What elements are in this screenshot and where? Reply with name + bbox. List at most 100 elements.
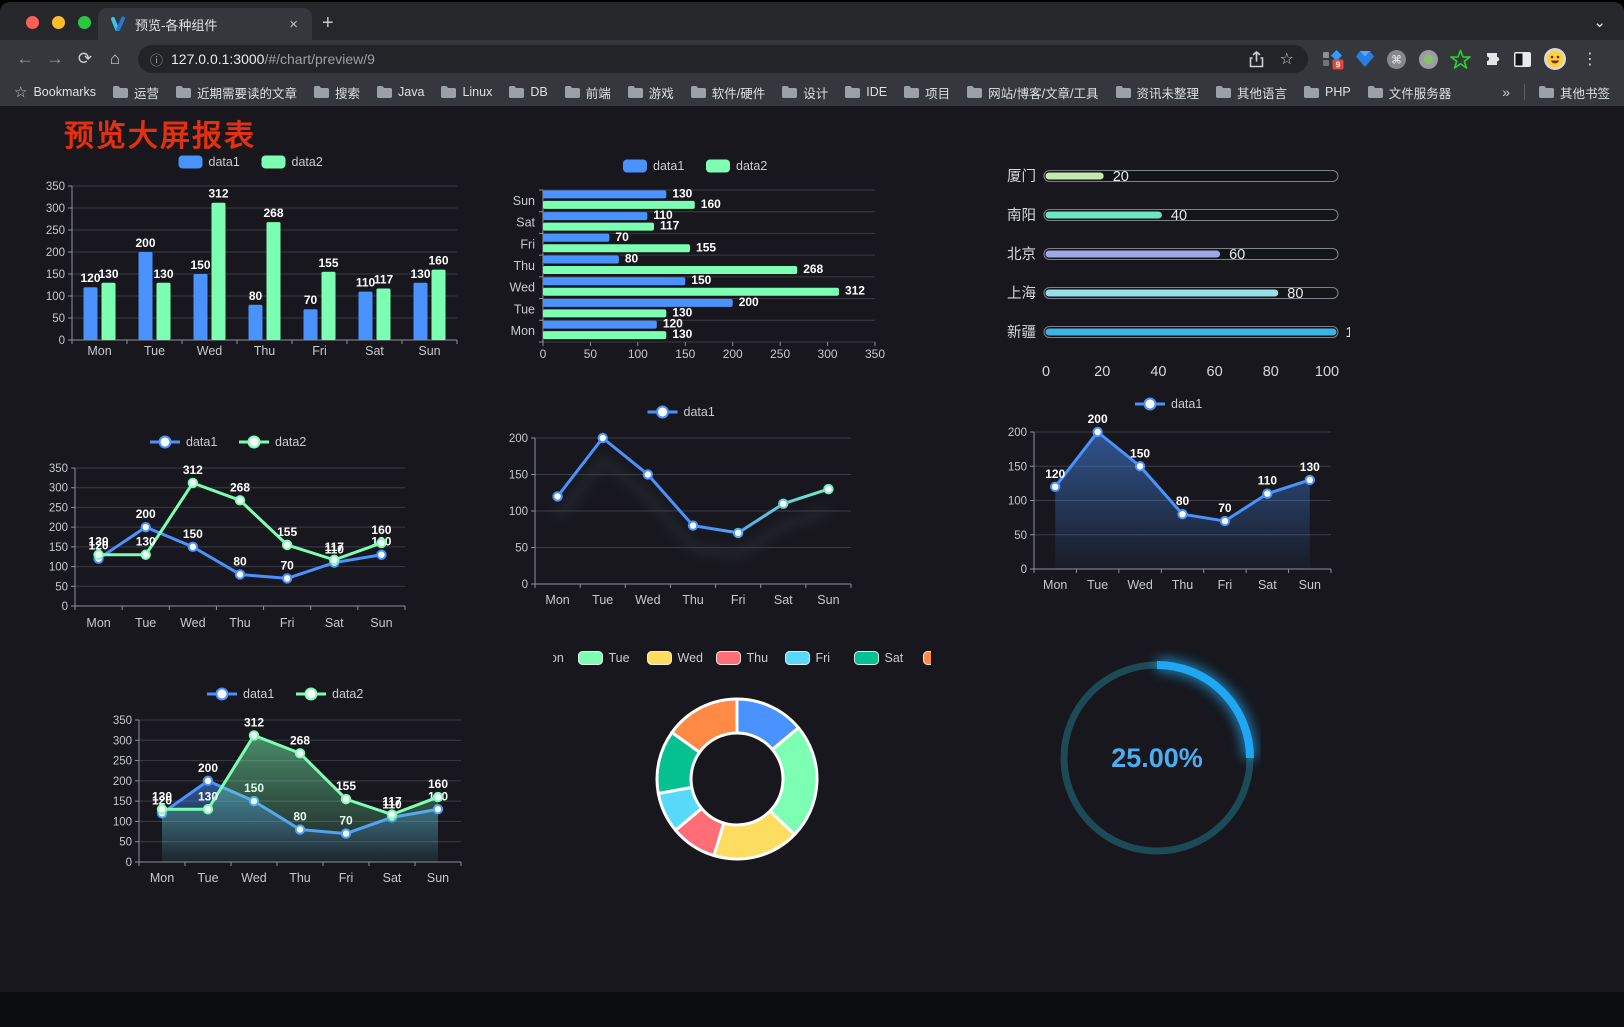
svg-text:Fri: Fri	[520, 237, 535, 251]
forward-button[interactable]: →	[46, 49, 64, 68]
svg-text:312: 312	[183, 463, 203, 477]
puzzle-extensions-icon[interactable]	[1482, 49, 1502, 69]
back-button[interactable]: ←	[16, 49, 34, 68]
legend-item-data1[interactable]: data1	[647, 405, 715, 419]
bookmark-folder[interactable]: 游戏	[627, 83, 674, 102]
svg-text:312: 312	[208, 187, 228, 201]
pinned-extension-badge-icon[interactable]: 9	[1322, 48, 1344, 70]
minimize-window-button[interactable]	[52, 16, 65, 29]
legend-item-Fri[interactable]: Fri	[785, 651, 831, 665]
tab-search-chevron-icon[interactable]: ⌄	[1593, 14, 1606, 31]
profile-avatar[interactable]	[1543, 47, 1567, 71]
other-bookmarks-label: 其他书签	[1559, 86, 1610, 101]
chart-gauge[interactable]: 25.00%	[1053, 650, 1261, 865]
chart-grouped-bar[interactable]: data1 data2 0 50 100 150 200 250 300 350 120 130 200…	[40, 148, 465, 363]
svg-text:70: 70	[615, 230, 629, 244]
svg-text:data1: data1	[186, 435, 217, 449]
tab-strip: 预览-各种组件 × + ⌄	[0, 2, 1624, 40]
bookmark-folder[interactable]: 设计	[782, 83, 828, 102]
svg-text:117: 117	[374, 273, 394, 287]
bookmark-folder[interactable]: 文件服务器	[1367, 83, 1451, 102]
bookmark-folder[interactable]: 搜索	[314, 83, 360, 102]
legend-item-Tue[interactable]: Tue	[578, 651, 630, 665]
legend-item-data1[interactable]: data1	[1135, 397, 1202, 411]
svg-text:Sat: Sat	[516, 216, 535, 230]
bookmark-folder-label: 其他语言	[1237, 86, 1288, 101]
legend-item-Sun[interactable]: Sun	[923, 651, 932, 665]
svg-text:130: 130	[672, 186, 692, 200]
folder-icon	[1538, 86, 1554, 98]
reload-button[interactable]: ⟳	[77, 49, 93, 68]
bookmark-folder[interactable]: 网站/博客/文章/工具	[967, 83, 1099, 102]
svg-text:70: 70	[280, 558, 294, 572]
svg-text:350: 350	[49, 463, 68, 475]
side-panel-icon[interactable]	[1513, 51, 1532, 68]
legend-item-Wed[interactable]: Wed	[647, 651, 704, 665]
gem-extension-icon[interactable]	[1355, 50, 1375, 68]
svg-text:data1: data1	[1171, 397, 1202, 411]
chart-multi-line[interactable]: data1 data2 0 50 100 150 200 250 300 350 120 200 150…	[45, 428, 415, 635]
other-bookmarks-folder[interactable]: 其他书签	[1538, 83, 1610, 102]
bookmark-folder[interactable]: DB	[509, 83, 548, 102]
legend-item-Thu[interactable]: Thu	[716, 651, 769, 665]
legend-item-data2[interactable]: data2	[239, 435, 306, 449]
legend-item-Mon[interactable]: Mon	[553, 651, 564, 665]
bookmark-folder[interactable]: Java	[377, 83, 424, 102]
bookmarks-manager[interactable]: ☆ Bookmarks	[14, 83, 96, 101]
site-info-icon[interactable]: ⓘ	[150, 52, 164, 68]
chart-gradient-line[interactable]: data1 0 50 100 150 200 Mon Tue Wed Thu Fri Sat Sun	[503, 400, 863, 612]
chart-dual-area-line[interactable]: data1data2050100150200250300350120200150…	[103, 682, 471, 890]
svg-text:Fri: Fri	[312, 344, 327, 358]
legend-item-Sat[interactable]: Sat	[854, 651, 904, 665]
green-star-extension-icon[interactable]	[1450, 49, 1471, 70]
share-icon[interactable]	[1249, 50, 1264, 68]
svg-text:160: 160	[701, 197, 721, 211]
folder-icon	[112, 86, 128, 98]
legend-item-data2[interactable]: data2	[706, 159, 767, 173]
bookmark-folder[interactable]: Linux	[441, 83, 492, 102]
bookmark-folder[interactable]: PHP	[1304, 83, 1351, 102]
new-tab-button[interactable]: +	[322, 12, 334, 34]
bookmark-star-icon[interactable]: ☆	[1279, 51, 1294, 68]
bookmarks-overflow-chevron[interactable]: »	[1502, 84, 1510, 100]
address-bar[interactable]: ⓘ 127.0.0.1:3000/#/chart/preview/9 ☆	[138, 45, 1308, 73]
url-text[interactable]: 127.0.0.1:3000/#/chart/preview/9	[171, 51, 375, 67]
bookmark-folder[interactable]: IDE	[845, 83, 887, 102]
svg-text:117: 117	[382, 795, 402, 809]
svg-text:250: 250	[113, 756, 132, 768]
bookmark-folder[interactable]: 近期需要读的文章	[176, 83, 297, 102]
legend-item-data1[interactable]: data1	[623, 159, 684, 173]
svg-text:160: 160	[428, 254, 448, 268]
browser-menu-icon[interactable]: ⋮	[1582, 51, 1598, 68]
active-tab[interactable]: 预览-各种组件 ×	[98, 8, 312, 40]
command-extension-icon[interactable]: ⌘	[1386, 49, 1407, 70]
donut-slice-Sun[interactable]	[670, 697, 739, 754]
legend-item-data1[interactable]: data1	[178, 155, 240, 169]
chart-donut[interactable]: Mon Tue Wed Thu Fri Sat Sun	[553, 640, 931, 872]
chart-progress-bars[interactable]: 厦门 20 南阳 40 北京 60 上海 80 新疆 100 0 20 40 60 80 100	[998, 160, 1350, 388]
svg-text:⌘: ⌘	[1391, 54, 1402, 66]
zoom-window-button[interactable]	[78, 16, 91, 29]
recorder-extension-icon[interactable]	[1418, 49, 1439, 70]
legend-item-data1[interactable]: data1	[150, 435, 217, 449]
tab-close-icon[interactable]: ×	[289, 15, 298, 33]
legend-item-data2[interactable]: data2	[296, 687, 363, 701]
folder-icon	[564, 86, 580, 98]
chart-horizontal-bar[interactable]: data1 data2 0 50 100 150 200 250 300 350 Sun 130 160…	[503, 154, 891, 364]
bookmark-folder[interactable]: 软件/硬件	[690, 83, 765, 102]
close-window-button[interactable]	[26, 16, 39, 29]
svg-text:Sat: Sat	[325, 616, 344, 630]
legend-item-data1[interactable]: data1	[207, 687, 274, 701]
bookmark-folder[interactable]: 其他语言	[1216, 83, 1287, 102]
bookmark-folder[interactable]: 运营	[112, 83, 159, 102]
bookmark-folder[interactable]: 资讯未整理	[1115, 83, 1199, 102]
svg-text:25.00%: 25.00%	[1111, 743, 1203, 773]
folder-icon	[1216, 86, 1232, 98]
home-button[interactable]: ⌂	[109, 49, 121, 68]
svg-text:20: 20	[1113, 169, 1129, 185]
svg-text:150: 150	[183, 527, 203, 541]
bookmark-folder[interactable]: 项目	[904, 83, 950, 102]
bookmark-folder[interactable]: 前端	[564, 83, 611, 102]
legend-item-data2[interactable]: data2	[261, 155, 323, 169]
chart-area-line[interactable]: data1 0 50 100 150 200 120 200 150 80 70 110 130 Mon T…	[998, 392, 1343, 597]
